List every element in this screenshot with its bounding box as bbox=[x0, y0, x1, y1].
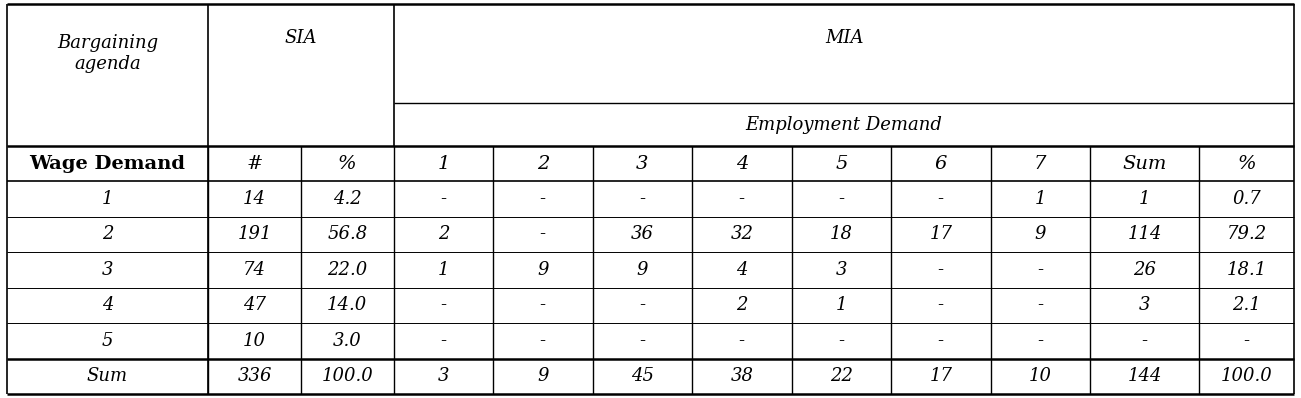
Text: -: - bbox=[938, 261, 943, 279]
Text: 9: 9 bbox=[537, 261, 549, 279]
Text: 5: 5 bbox=[101, 332, 113, 350]
Text: 4: 4 bbox=[735, 154, 748, 173]
Text: -: - bbox=[838, 332, 844, 350]
Text: 14: 14 bbox=[243, 190, 267, 208]
Text: 3.0: 3.0 bbox=[333, 332, 362, 350]
Text: 45: 45 bbox=[631, 367, 654, 385]
Text: 18: 18 bbox=[830, 225, 853, 244]
Text: 114: 114 bbox=[1128, 225, 1162, 244]
Text: 191: 191 bbox=[237, 225, 272, 244]
Text: 1: 1 bbox=[437, 154, 450, 173]
Text: -: - bbox=[739, 190, 745, 208]
Text: 9: 9 bbox=[636, 261, 648, 279]
Text: 2: 2 bbox=[536, 154, 549, 173]
Text: 144: 144 bbox=[1128, 367, 1162, 385]
Text: 17: 17 bbox=[929, 225, 952, 244]
Text: Sum: Sum bbox=[87, 367, 127, 385]
Text: MIA: MIA bbox=[825, 29, 864, 47]
Text: 9: 9 bbox=[537, 367, 549, 385]
Text: 32: 32 bbox=[730, 225, 753, 244]
Text: 26: 26 bbox=[1133, 261, 1157, 279]
Text: -: - bbox=[440, 190, 446, 208]
Text: 3: 3 bbox=[835, 261, 847, 279]
Text: -: - bbox=[540, 297, 546, 314]
Text: 1: 1 bbox=[1034, 190, 1046, 208]
Text: 79.2: 79.2 bbox=[1227, 225, 1267, 244]
Text: Sum: Sum bbox=[1123, 154, 1167, 173]
Text: -: - bbox=[440, 297, 446, 314]
Text: 336: 336 bbox=[237, 367, 272, 385]
Text: #: # bbox=[246, 154, 263, 173]
Text: 38: 38 bbox=[730, 367, 753, 385]
Text: 36: 36 bbox=[631, 225, 654, 244]
Text: SIA: SIA bbox=[285, 29, 317, 47]
Text: 3: 3 bbox=[437, 367, 449, 385]
Text: -: - bbox=[540, 190, 546, 208]
Text: 3: 3 bbox=[101, 261, 113, 279]
Text: -: - bbox=[1244, 332, 1250, 350]
Text: -: - bbox=[1037, 297, 1043, 314]
Text: Wage Demand: Wage Demand bbox=[30, 154, 185, 173]
Text: 56.8: 56.8 bbox=[327, 225, 367, 244]
Text: -: - bbox=[639, 332, 645, 350]
Text: -: - bbox=[440, 332, 446, 350]
Text: -: - bbox=[938, 297, 943, 314]
Text: -: - bbox=[540, 225, 546, 244]
Text: 7: 7 bbox=[1034, 154, 1046, 173]
Text: 5: 5 bbox=[835, 154, 847, 173]
Text: 18.1: 18.1 bbox=[1227, 261, 1267, 279]
Text: -: - bbox=[540, 332, 546, 350]
Text: 74: 74 bbox=[243, 261, 267, 279]
Text: 6: 6 bbox=[934, 154, 947, 173]
Text: 9: 9 bbox=[1034, 225, 1046, 244]
Text: -: - bbox=[838, 190, 844, 208]
Text: 100.0: 100.0 bbox=[1220, 367, 1272, 385]
Text: 1: 1 bbox=[1138, 190, 1150, 208]
Text: 3: 3 bbox=[636, 154, 648, 173]
Text: 47: 47 bbox=[243, 297, 267, 314]
Text: 17: 17 bbox=[929, 367, 952, 385]
Text: 0.7: 0.7 bbox=[1232, 190, 1261, 208]
Text: 1: 1 bbox=[101, 190, 113, 208]
Text: %: % bbox=[1237, 154, 1255, 173]
Text: -: - bbox=[1037, 332, 1043, 350]
Text: -: - bbox=[938, 190, 943, 208]
Text: 2: 2 bbox=[101, 225, 113, 244]
Text: 22: 22 bbox=[830, 367, 853, 385]
Text: -: - bbox=[739, 332, 745, 350]
Text: 2.1: 2.1 bbox=[1232, 297, 1261, 314]
Text: %: % bbox=[338, 154, 356, 173]
Text: 100.0: 100.0 bbox=[321, 367, 373, 385]
Text: 3: 3 bbox=[1138, 297, 1150, 314]
Text: 14.0: 14.0 bbox=[327, 297, 367, 314]
Text: -: - bbox=[1141, 332, 1147, 350]
Text: 2: 2 bbox=[736, 297, 748, 314]
Text: 10: 10 bbox=[243, 332, 267, 350]
Text: 1: 1 bbox=[835, 297, 847, 314]
Text: 4.2: 4.2 bbox=[333, 190, 362, 208]
Text: -: - bbox=[639, 297, 645, 314]
Text: 1: 1 bbox=[437, 261, 449, 279]
Text: -: - bbox=[639, 190, 645, 208]
Text: 2: 2 bbox=[437, 225, 449, 244]
Text: 22.0: 22.0 bbox=[327, 261, 367, 279]
Text: 4: 4 bbox=[101, 297, 113, 314]
Text: Employment Demand: Employment Demand bbox=[745, 115, 942, 134]
Text: -: - bbox=[1037, 261, 1043, 279]
Text: -: - bbox=[938, 332, 943, 350]
Text: 4: 4 bbox=[736, 261, 748, 279]
Text: Bargaining
agenda: Bargaining agenda bbox=[57, 34, 157, 73]
Text: 10: 10 bbox=[1029, 367, 1051, 385]
